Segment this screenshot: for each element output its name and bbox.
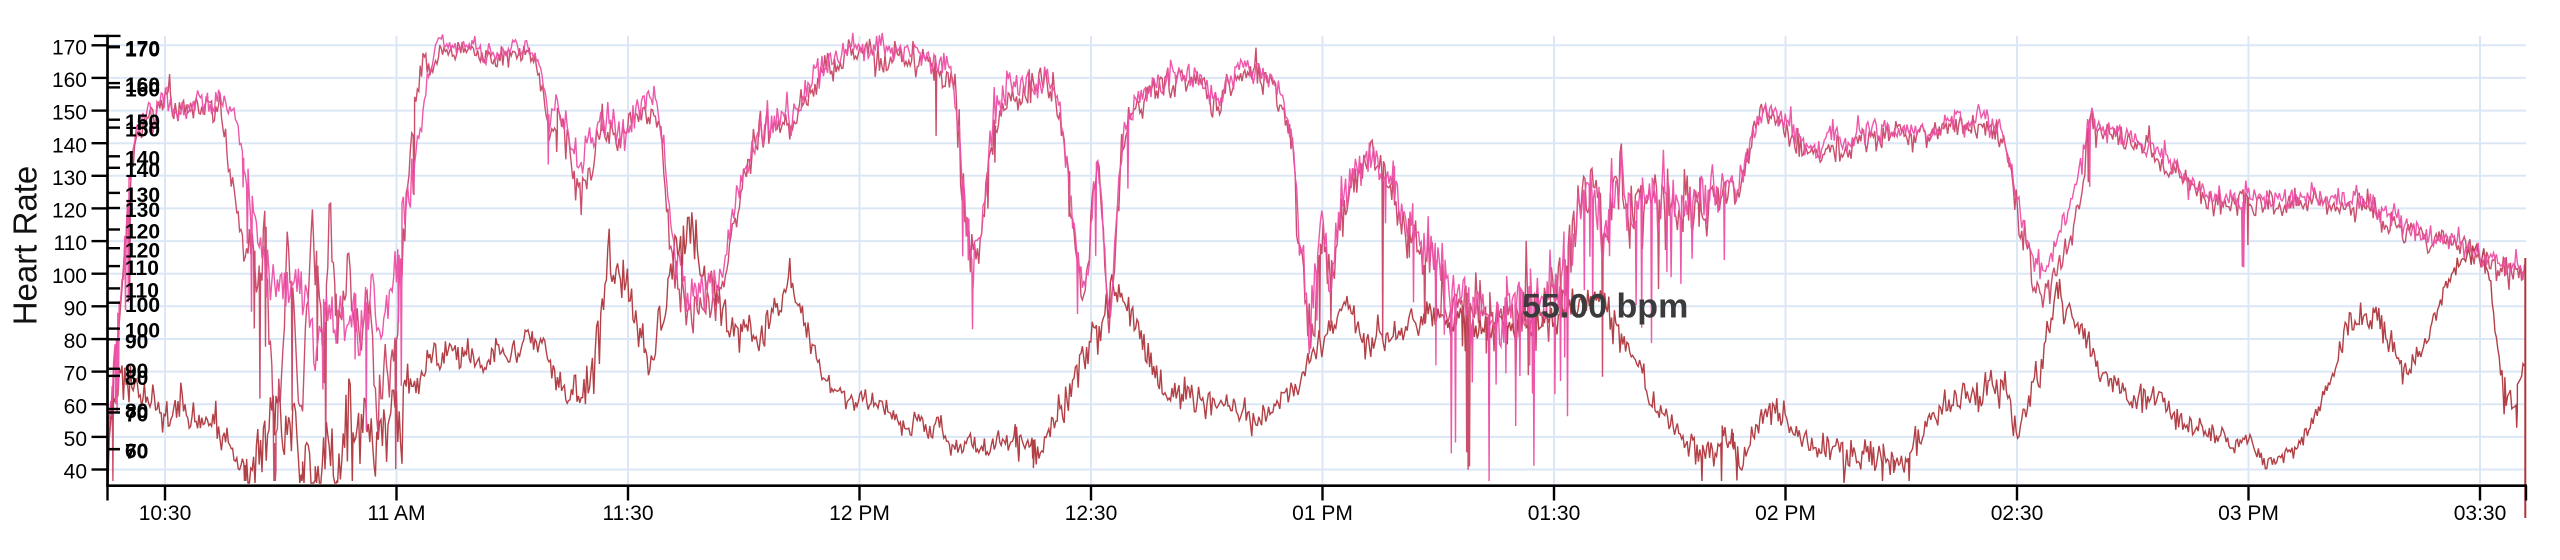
svg-text:160: 160 xyxy=(125,74,160,97)
svg-text:140: 140 xyxy=(125,159,160,182)
svg-text:02 PM: 02 PM xyxy=(1755,502,1816,525)
svg-text:Heart Rate: Heart Rate xyxy=(7,166,44,326)
svg-text:80: 80 xyxy=(125,367,148,390)
svg-text:60: 60 xyxy=(125,440,148,463)
svg-text:150: 150 xyxy=(125,111,160,134)
svg-text:140: 140 xyxy=(52,134,87,157)
svg-text:03:30: 03:30 xyxy=(2454,502,2507,525)
svg-text:170: 170 xyxy=(52,36,87,59)
svg-text:130: 130 xyxy=(125,184,160,207)
svg-text:130: 130 xyxy=(52,167,87,190)
svg-text:70: 70 xyxy=(64,363,87,386)
svg-text:170: 170 xyxy=(125,38,160,61)
svg-text:110: 110 xyxy=(125,257,159,280)
svg-text:130: 130 xyxy=(125,199,160,222)
svg-text:40: 40 xyxy=(64,461,87,484)
svg-text:120: 120 xyxy=(52,200,87,223)
svg-text:120: 120 xyxy=(125,239,160,262)
svg-text:120: 120 xyxy=(125,221,160,244)
svg-text:140: 140 xyxy=(125,147,160,170)
svg-text:150: 150 xyxy=(52,102,87,125)
svg-text:50: 50 xyxy=(64,428,87,451)
svg-text:90: 90 xyxy=(125,360,148,383)
svg-text:70: 70 xyxy=(125,404,148,427)
svg-text:01 PM: 01 PM xyxy=(1292,502,1353,525)
svg-text:02:30: 02:30 xyxy=(1991,502,2044,525)
svg-text:01:30: 01:30 xyxy=(1528,502,1581,525)
svg-text:55.00 bpm: 55.00 bpm xyxy=(1522,288,1688,326)
svg-text:160: 160 xyxy=(125,79,160,102)
svg-text:80: 80 xyxy=(125,400,148,423)
svg-text:11 AM: 11 AM xyxy=(368,502,426,525)
svg-text:100: 100 xyxy=(52,265,87,288)
svg-text:70: 70 xyxy=(125,440,148,463)
svg-text:12 PM: 12 PM xyxy=(829,502,890,525)
svg-text:170: 170 xyxy=(125,38,160,61)
svg-text:110: 110 xyxy=(54,232,87,255)
svg-text:150: 150 xyxy=(125,119,160,142)
svg-text:10:30: 10:30 xyxy=(139,502,192,525)
svg-text:12:30: 12:30 xyxy=(1065,502,1118,525)
svg-text:03 PM: 03 PM xyxy=(2218,502,2279,525)
svg-text:100: 100 xyxy=(125,320,160,343)
svg-text:80: 80 xyxy=(64,330,87,353)
svg-text:100: 100 xyxy=(125,294,160,317)
svg-text:60: 60 xyxy=(64,395,87,418)
svg-text:90: 90 xyxy=(64,297,87,320)
svg-text:11:30: 11:30 xyxy=(603,502,654,525)
svg-text:110: 110 xyxy=(125,280,159,303)
svg-text:160: 160 xyxy=(52,69,87,92)
svg-text:90: 90 xyxy=(125,330,148,353)
